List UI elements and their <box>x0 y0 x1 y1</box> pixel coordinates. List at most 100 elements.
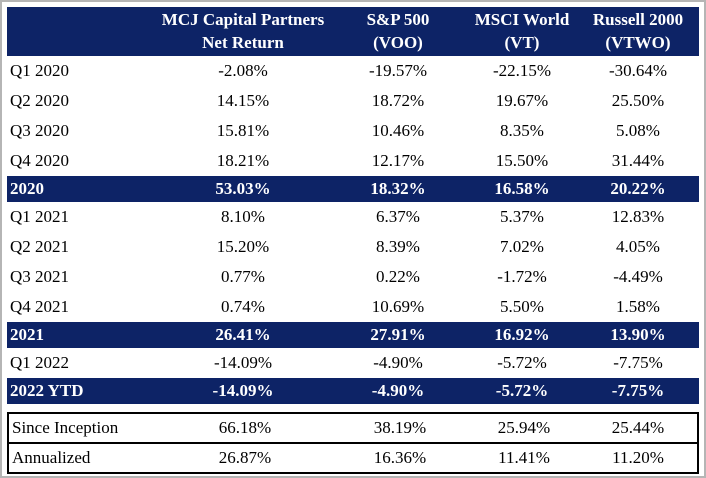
column-header-russell-2000: Russell 2000 (VTWO) <box>577 9 699 55</box>
return-value: 0.77% <box>221 267 265 286</box>
return-value: 13.90% <box>610 325 666 344</box>
column-header-mcj: MCJ Capital Partners Net Return <box>157 9 329 55</box>
column-header-line: Net Return <box>202 32 284 52</box>
return-value: -5.72% <box>495 381 549 400</box>
return-value: 11.20% <box>612 448 664 467</box>
return-value: 5.50% <box>500 297 544 316</box>
return-value: 15.50% <box>495 151 549 170</box>
table-row: Q3 2021 0.77% 0.22% -1.72% -4.49% <box>7 262 699 292</box>
column-header-sp500: S&P 500 (VOO) <box>329 9 467 55</box>
table-row: Q2 2021 15.20% 8.39% 7.02% 4.05% <box>7 232 699 262</box>
row-label: 2022 YTD <box>10 381 84 400</box>
return-value: 31.44% <box>611 151 665 170</box>
table-header: MCJ Capital Partners Net Return S&P 500 … <box>7 7 699 56</box>
summary-row: 2020 53.03% 18.32% 16.58% 20.22% <box>7 176 699 202</box>
column-header-line: Russell 2000 <box>592 9 684 29</box>
column-header-line: S&P 500 <box>366 9 430 29</box>
return-value: -14.09% <box>213 353 273 372</box>
return-value: 7.02% <box>500 237 544 256</box>
return-value: 10.69% <box>371 297 425 316</box>
return-value: 8.35% <box>500 121 544 140</box>
return-value: 38.19% <box>373 418 427 437</box>
column-header-line: (VOO) <box>373 32 423 52</box>
table-row: Q4 2020 18.21% 12.17% 15.50% 31.44% <box>7 146 699 176</box>
return-value: -7.75% <box>611 381 665 400</box>
return-value: 8.39% <box>376 237 420 256</box>
return-value: 0.22% <box>376 267 420 286</box>
return-value: 16.58% <box>494 179 550 198</box>
return-value: -1.72% <box>497 267 547 286</box>
return-value: 53.03% <box>215 179 271 198</box>
return-value: -14.09% <box>212 381 274 400</box>
row-label: Q2 2020 <box>10 91 70 110</box>
row-label: Since Inception <box>12 418 119 437</box>
column-header-line: MSCI World <box>474 9 570 29</box>
summary-row: 2021 26.41% 27.91% 16.92% 13.90% <box>7 322 699 348</box>
table-row: Q4 2021 0.74% 10.69% 5.50% 1.58% <box>7 292 699 322</box>
return-value: 15.81% <box>216 121 270 140</box>
return-value: 5.08% <box>616 121 660 140</box>
return-value: 4.05% <box>616 237 660 256</box>
row-label: 2021 <box>10 325 44 344</box>
table-row: Q2 2020 14.15% 18.72% 19.67% 25.50% <box>7 86 699 116</box>
return-value: -5.72% <box>497 353 547 372</box>
return-value: 12.17% <box>371 151 425 170</box>
return-value: 10.46% <box>371 121 425 140</box>
return-value: 26.87% <box>218 448 272 467</box>
row-label: Q3 2020 <box>10 121 70 140</box>
row-label: 2020 <box>10 179 44 198</box>
column-header-line: MCJ Capital Partners <box>161 9 325 29</box>
table-row: Q1 2021 8.10% 6.37% 5.37% 12.83% <box>7 202 699 232</box>
return-value: 27.91% <box>370 325 426 344</box>
return-value: 66.18% <box>218 418 272 437</box>
row-label: Q2 2021 <box>10 237 70 256</box>
row-label: Q1 2020 <box>10 61 70 80</box>
return-value: -30.64% <box>608 61 668 80</box>
return-value: -19.57% <box>368 61 428 80</box>
return-value: 5.37% <box>500 207 544 226</box>
table-row: Q1 2022 -14.09% -4.90% -5.72% -7.75% <box>7 348 699 378</box>
return-value: 25.44% <box>611 418 665 437</box>
return-value: 18.72% <box>371 91 425 110</box>
column-header-line: (VT) <box>504 32 540 52</box>
row-label: Q1 2022 <box>10 353 70 372</box>
return-value: -4.90% <box>373 353 423 372</box>
return-value: 16.36% <box>373 448 427 467</box>
inception-annualized-box: Since Inception 66.18% 38.19% 25.94% 25.44% A… <box>7 412 699 474</box>
return-value: 6.37% <box>376 207 420 226</box>
return-value: 0.74% <box>221 297 265 316</box>
return-value: 1.58% <box>616 297 660 316</box>
return-value: 25.50% <box>611 91 665 110</box>
return-value: 8.10% <box>221 207 265 226</box>
return-value: 11.41% <box>498 448 550 467</box>
return-value: 15.20% <box>216 237 270 256</box>
return-value: 20.22% <box>610 179 666 198</box>
return-value: 18.32% <box>370 179 426 198</box>
footer-row: Since Inception 66.18% 38.19% 25.94% 25.44% <box>9 414 697 442</box>
footer-body: Since Inception 66.18% 38.19% 25.94% 25.44% A… <box>9 414 697 472</box>
return-value: 25.94% <box>497 418 551 437</box>
row-label: Q4 2020 <box>10 151 70 170</box>
return-value: -4.90% <box>371 381 425 400</box>
row-label: Annualized <box>12 448 91 467</box>
return-value: 19.67% <box>495 91 549 110</box>
return-value: 14.15% <box>216 91 270 110</box>
return-value: -22.15% <box>492 61 552 80</box>
row-label: Q3 2021 <box>10 267 70 286</box>
return-value: 18.21% <box>216 151 270 170</box>
table-row: Q3 2020 15.81% 10.46% 8.35% 5.08% <box>7 116 699 146</box>
footer-row: Annualized 26.87% 16.36% 11.41% 11.20% <box>9 442 697 472</box>
row-label: Q1 2021 <box>10 207 70 226</box>
return-value: -2.08% <box>218 61 268 80</box>
table-row: Q1 2020 -2.08% -19.57% -22.15% -30.64% <box>7 56 699 86</box>
return-value: 12.83% <box>611 207 665 226</box>
return-value: 16.92% <box>494 325 550 344</box>
row-label: Q4 2021 <box>10 297 70 316</box>
column-header-line: (VTWO) <box>605 32 671 52</box>
return-value: -7.75% <box>613 353 663 372</box>
table-body: Q1 2020 -2.08% -19.57% -22.15% -30.64% Q2 202… <box>7 56 699 404</box>
return-value: 26.41% <box>215 325 271 344</box>
column-header-msci-world: MSCI World (VT) <box>467 9 577 55</box>
return-value: -4.49% <box>613 267 663 286</box>
